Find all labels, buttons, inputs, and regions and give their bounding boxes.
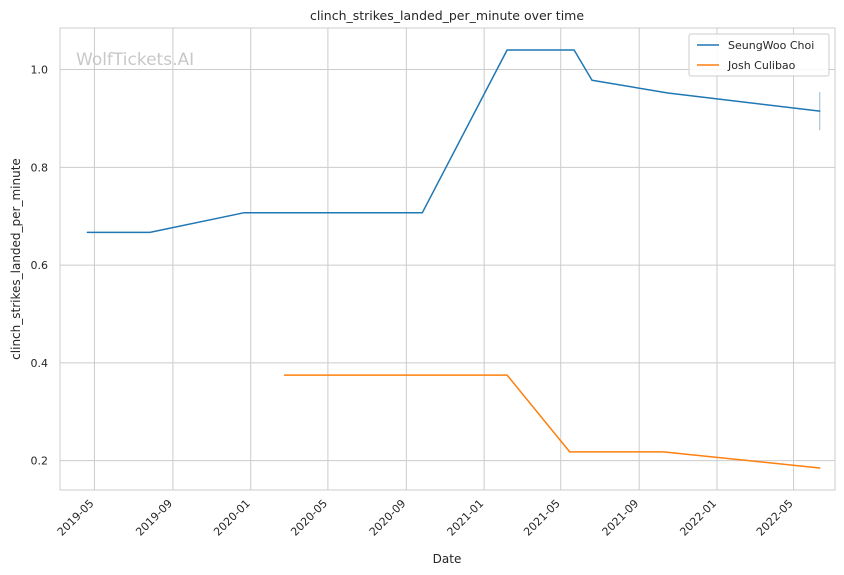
y-gridlines [60, 69, 835, 462]
y-tick-label: 0.4 [31, 357, 49, 370]
plot-frame [59, 27, 836, 491]
y-tick-label: 0.8 [31, 161, 49, 174]
series-layer [86, 49, 821, 469]
legend-box [688, 33, 830, 77]
legend: SeungWoo Choi Josh Culibao [688, 33, 830, 77]
y-tick-labels: 0.2 0.4 0.6 0.8 1.0 [31, 64, 49, 468]
x-axis-label: Date [433, 552, 462, 566]
series-line-seungwoo-choi [86, 49, 821, 234]
y-tick-label: 1.0 [31, 64, 49, 77]
legend-label-josh-culibao: Josh Culibao [727, 59, 796, 72]
chart-title: clinch_strikes_landed_per_minute over ti… [310, 8, 584, 23]
y-axis-label: clinch_strikes_landed_per_minute [9, 158, 23, 360]
x-gridlines [93, 28, 795, 490]
series-line-josh-culibao [283, 374, 821, 469]
y-tick-label: 0.2 [31, 455, 49, 468]
y-tick-label: 0.6 [31, 259, 49, 272]
watermark: WolfTickets.AI [76, 50, 194, 70]
legend-label-seungwoo-choi: SeungWoo Choi [728, 39, 814, 52]
